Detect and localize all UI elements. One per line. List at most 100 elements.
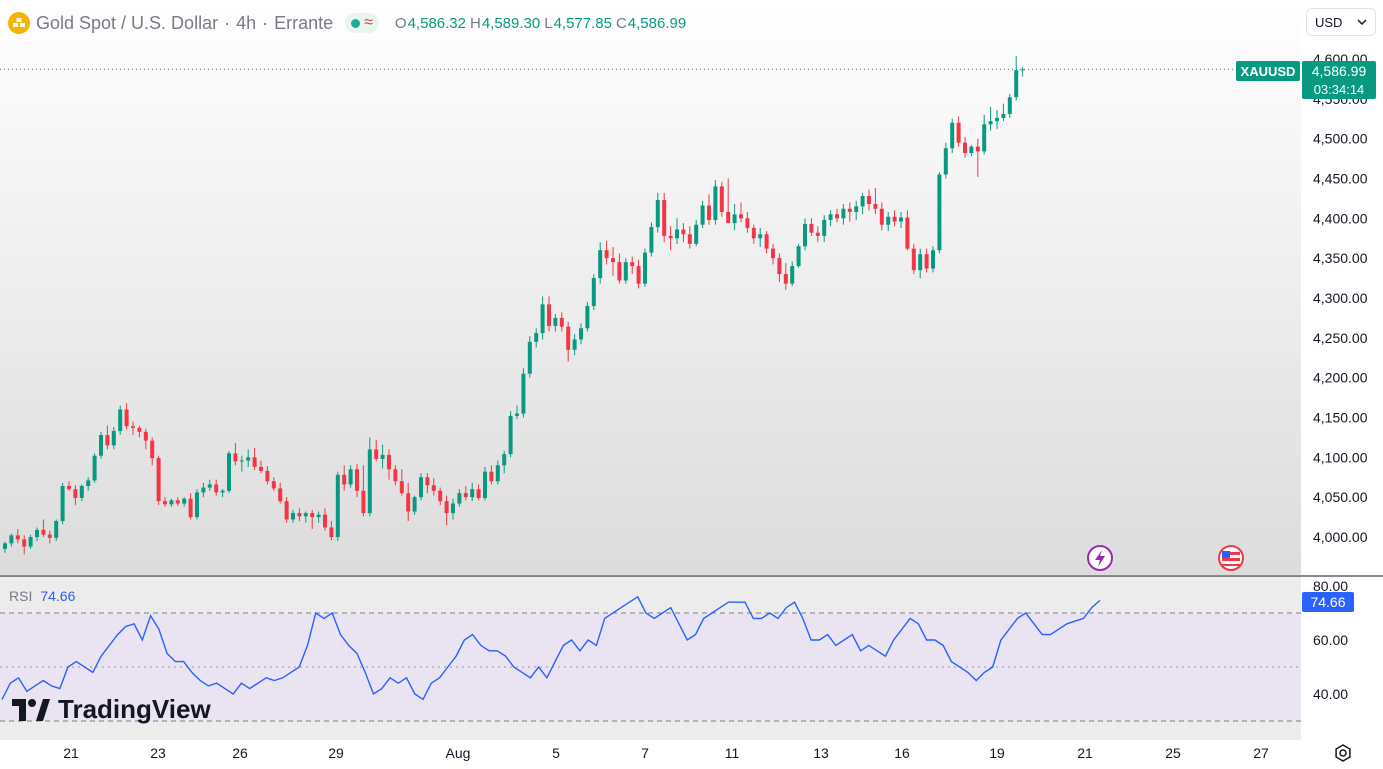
candle: [963, 137, 967, 158]
candle-body: [451, 503, 455, 514]
candle: [259, 460, 263, 474]
candle: [207, 479, 212, 491]
candle: [502, 450, 507, 474]
candle: [655, 192, 660, 233]
candle: [425, 473, 430, 494]
time-axis[interactable]: 21 23 26 29 Aug 5 7 11 13 16 19 21 25 27: [63, 745, 1269, 761]
candle: [15, 529, 20, 544]
candle: [220, 489, 225, 498]
candle-body: [873, 203, 878, 209]
candle-body: [310, 513, 315, 518]
candle-body: [3, 543, 7, 549]
candle: [310, 509, 315, 530]
candle-body: [284, 501, 289, 520]
candle: [579, 323, 583, 345]
candle: [572, 333, 577, 356]
candle: [675, 218, 679, 244]
symbol-badge-text: XAUUSD: [1241, 64, 1296, 79]
tradingview-logo[interactable]: TradingView: [12, 694, 211, 725]
candle-body: [1020, 69, 1025, 71]
candle-body: [630, 262, 635, 267]
symbol-title[interactable]: Gold Spot / U.S. Dollar: [36, 12, 219, 33]
candle: [943, 142, 948, 179]
candle-body: [649, 227, 654, 253]
time-tick-label: 13: [813, 745, 829, 761]
candle: [758, 227, 763, 248]
candle-body: [796, 246, 801, 267]
candle-body: [835, 214, 839, 219]
candle: [169, 498, 174, 507]
rsi-legend[interactable]: RSI 74.66: [9, 588, 75, 604]
time-tick-label: Aug: [446, 745, 471, 761]
candle: [1001, 103, 1006, 122]
market-status[interactable]: ≈: [345, 13, 379, 33]
candle: [303, 511, 308, 523]
candle-body: [1007, 97, 1012, 114]
candle: [227, 450, 231, 494]
candle: [233, 442, 238, 466]
candle: [355, 463, 359, 498]
candle-body: [668, 235, 673, 239]
candle: [201, 482, 206, 498]
candle: [687, 226, 692, 249]
ohlc-low: L4,577.85: [544, 14, 612, 32]
candle: [886, 211, 891, 232]
candle-body: [662, 200, 667, 236]
rsi-value-badge: 74.66: [1302, 592, 1354, 612]
candle: [457, 489, 462, 507]
candle-body: [822, 219, 827, 236]
time-tick-label: 7: [641, 745, 649, 761]
candle: [854, 200, 859, 220]
header-separator: ·: [224, 12, 231, 33]
xauusd-price-badge: XAUUSD 4,586.99 03:34:14: [1236, 61, 1376, 99]
candle-body: [931, 250, 935, 269]
candle: [118, 405, 123, 436]
candle-body: [995, 117, 999, 122]
candle: [348, 465, 353, 488]
candle-body: [783, 274, 788, 284]
rsi-tick-label: 60.00: [1313, 632, 1348, 648]
candle: [316, 511, 321, 523]
candle: [431, 478, 436, 496]
candle-body: [169, 500, 174, 505]
price-axis[interactable]: 4,600.004,550.004,500.004,450.004,400.00…: [1313, 51, 1368, 545]
candle-body: [790, 266, 795, 284]
candle: [342, 465, 347, 491]
candle-body: [547, 304, 551, 326]
candle-body: [316, 514, 321, 518]
lightning-event-icon[interactable]: [1087, 545, 1113, 571]
candle-body: [553, 317, 558, 326]
candle-body: [233, 453, 238, 462]
rsi-legend-label: RSI: [9, 588, 33, 604]
candle-body: [188, 498, 193, 518]
candle: [860, 192, 865, 215]
candle: [67, 481, 71, 491]
candle: [681, 223, 686, 243]
candle-body: [841, 208, 846, 219]
settings-gear-icon[interactable]: [1333, 743, 1353, 763]
candle: [393, 465, 398, 486]
candle-body: [374, 449, 379, 459]
candle-body: [899, 217, 903, 222]
candle-body: [163, 501, 167, 505]
candle: [175, 497, 180, 506]
candle-body: [9, 535, 14, 544]
interval-label[interactable]: 4h: [236, 12, 257, 33]
time-tick-label: 23: [150, 745, 166, 761]
candle-body: [227, 453, 231, 491]
candle: [726, 178, 731, 224]
candle: [534, 328, 539, 348]
price-tick-label: 4,500.00: [1313, 131, 1368, 147]
candle: [54, 519, 59, 541]
currency-select[interactable]: USD: [1306, 8, 1376, 36]
candle: [931, 246, 935, 273]
candle-body: [828, 214, 833, 220]
us-flag-event-icon[interactable]: [1218, 545, 1244, 571]
candle: [809, 218, 814, 236]
candle-body: [700, 205, 705, 225]
rsi-badge-bg: [1302, 592, 1354, 612]
candle: [847, 202, 852, 222]
rsi-axis[interactable]: 80.00 60.00 40.00: [1313, 578, 1348, 702]
candle-body: [982, 124, 987, 152]
